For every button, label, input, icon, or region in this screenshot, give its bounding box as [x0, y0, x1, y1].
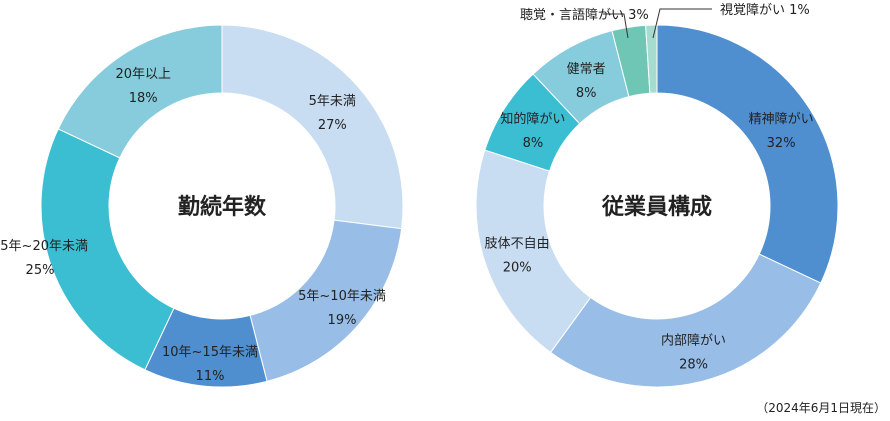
slice-label: 精神障がい	[749, 112, 814, 127]
donut-slice	[221, 24, 404, 230]
slice-label: 10年~15年未満	[162, 345, 258, 360]
slice-label: 5年未満	[309, 94, 356, 109]
slice-label: 視覚障がい 1%	[720, 3, 810, 18]
slice-percent-label: 32%	[767, 136, 796, 151]
chart-center-title: 従業員構成	[601, 194, 712, 220]
as-of-date-note: （2024年6月1日現在）	[756, 401, 886, 415]
donut-slice	[40, 128, 175, 371]
slice-percent-label: 19%	[328, 313, 357, 328]
slice-label: 健常者	[567, 62, 606, 77]
slice-percent-label: 20%	[503, 260, 532, 275]
slice-percent-label: 28%	[679, 357, 708, 372]
callout-line	[652, 8, 712, 39]
staff-composition-donut-chart: 精神障がい 32% 内部障がい 28% 肢体不自由 20% 知的障がい 8% 健常者 8% 聴覚・言…	[475, 3, 839, 388]
chart-center-title: 勤続年数	[178, 194, 267, 220]
slice-percent-label: 8%	[576, 86, 597, 101]
slice-percent-label: 8%	[523, 136, 544, 151]
slice-label: 5年~10年未満	[298, 289, 386, 304]
slice-label: 内部障がい	[661, 332, 726, 348]
donut-slice	[656, 24, 839, 284]
donut-slice	[57, 24, 223, 159]
tenure-donut-chart: 5年未満 27% 5年~10年未満 19% 10年~15年未満 11% 15年~20年未満 2…	[0, 24, 404, 388]
donut-slice	[549, 253, 822, 388]
slice-label: 聴覚・言語障がい 3%	[520, 7, 649, 23]
slice-label: 知的障がい	[500, 111, 565, 127]
slice-percent-label: 27%	[318, 118, 347, 133]
slice-label: 肢体不自由	[485, 235, 550, 251]
slice-percent-label: 25%	[26, 263, 55, 278]
callout-line	[603, 13, 629, 39]
slice-percent-label: 11%	[196, 369, 225, 384]
donut-slice	[645, 24, 658, 94]
slice-label: 20年以上	[115, 67, 171, 82]
slice-label: 15年~20年未満	[0, 239, 88, 254]
slice-percent-label: 18%	[129, 91, 158, 106]
